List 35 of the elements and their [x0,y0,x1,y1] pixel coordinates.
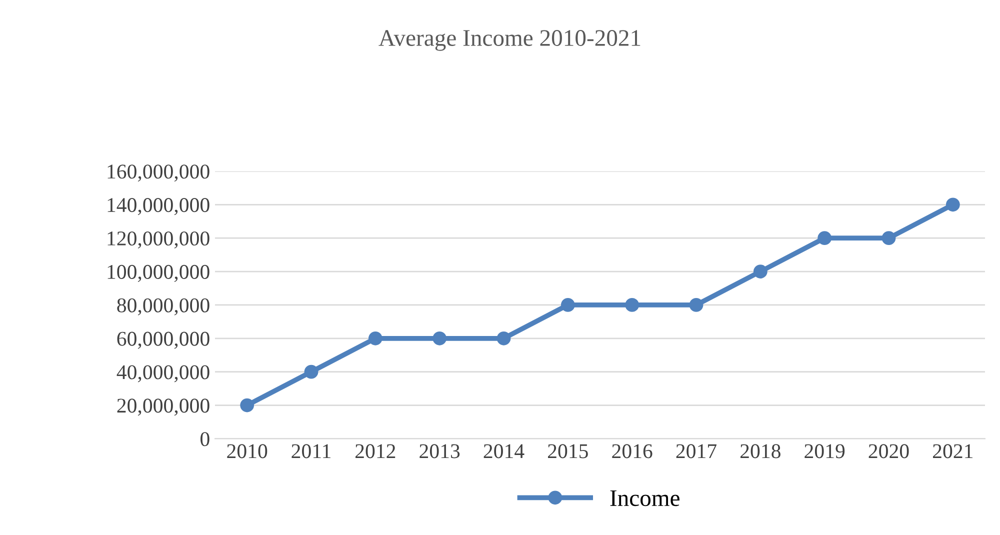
y-tick-label: 160,000,000 [108,164,210,182]
x-tick-label: 2021 [933,444,972,458]
x-tick-label: 2014 [484,444,524,458]
y-tick-label: 100,000,000 [108,264,210,282]
y-tick-label: 60,000,000 [117,332,210,349]
x-tick-label: 2019 [804,444,845,458]
y-tick-label: 40,000,000 [116,365,210,382]
x-tick-label: 2020 [868,444,909,458]
point [432,331,447,346]
point [946,198,960,212]
point [882,231,896,246]
x-tick-label: 2016 [612,444,652,458]
y-tick-label: 120,000,000 [108,231,210,249]
y-tick-label: 140,000,000 [108,198,210,216]
x-tick-label: 2012 [356,444,396,458]
x-tick-label: 2018 [740,444,780,458]
x-tick-label: 2015 [548,444,588,458]
y-tick-label: 20,000,000 [117,398,210,416]
point [496,331,511,346]
y-tick-label: 80,000,000 [117,298,210,316]
y-tick-label: 0 [200,432,210,446]
point [304,364,318,379]
point [368,331,382,346]
point [560,298,575,312]
legend-label: Income [610,490,680,506]
point [818,231,832,246]
point [625,298,640,312]
chart-title: Average Income 2010-2021 [378,30,640,51]
x-tick-label: 2013 [420,444,460,458]
x-tick-label: 2010 [227,444,268,458]
x-tick-label: 2011 [292,444,330,458]
point [689,298,704,312]
point [240,398,254,412]
point [753,264,768,278]
x-tick-label: 2017 [676,444,716,458]
